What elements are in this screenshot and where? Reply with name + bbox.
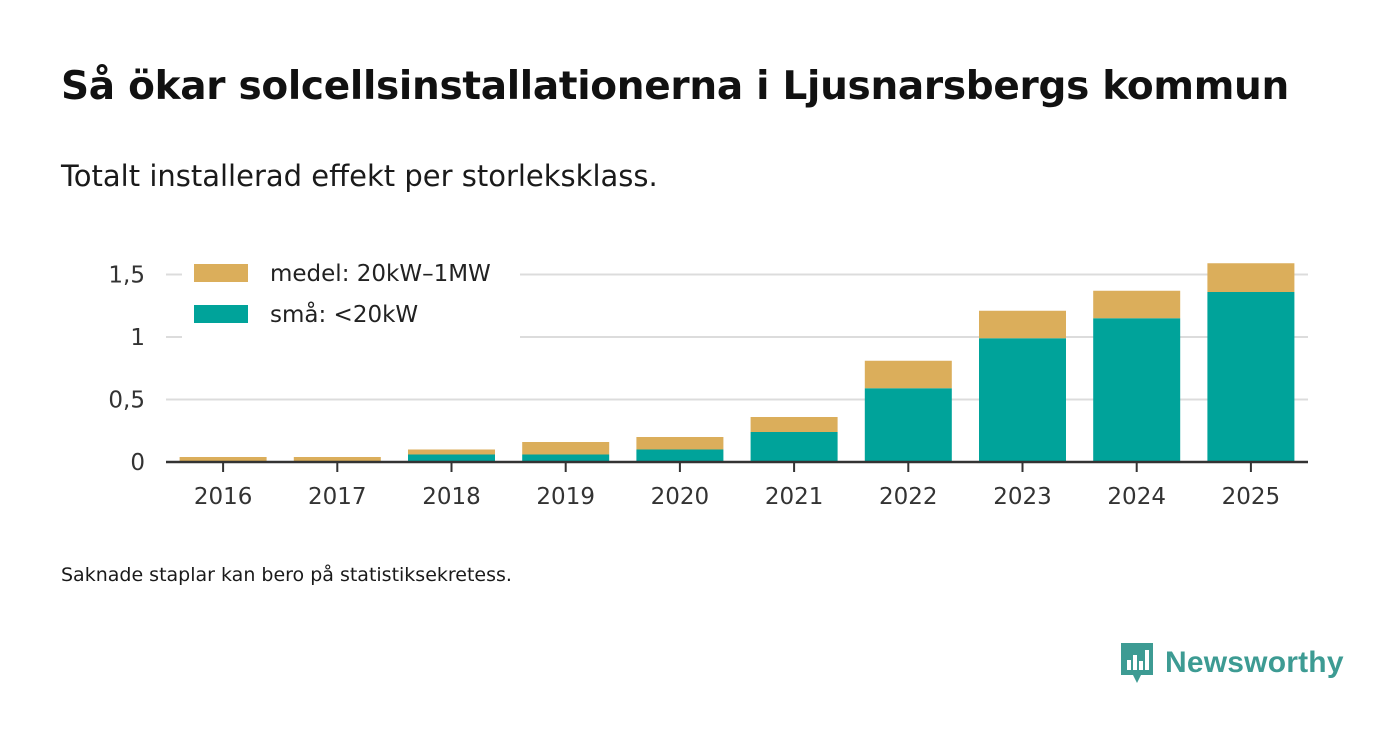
bar-medel-2021 (750, 417, 838, 432)
bars (179, 263, 1295, 462)
x-tick-label: 2025 (1222, 484, 1281, 510)
bar-medel-2025 (1207, 263, 1295, 292)
x-tick-label: 2022 (879, 484, 938, 510)
x-tick-label: 2017 (308, 484, 367, 510)
bar-medel-2019 (522, 442, 610, 455)
x-axis: 2016 2017 2018 2019 2020 2021 2022 2023 2024 2025 (166, 460, 1308, 510)
x-tick-label: 2019 (536, 484, 595, 510)
chart-title: Så ökar solcellsinstallationerna i Ljusn… (61, 64, 1289, 109)
legend-label: små: <20kW (270, 300, 418, 328)
y-tick-label: 0 (130, 450, 145, 476)
legend-swatch (194, 264, 248, 282)
bar-medel-2024 (1093, 290, 1181, 319)
bar-sma-2022 (864, 388, 952, 462)
bar-medel-2017 (293, 457, 381, 462)
chart-area: 0 0,5 1 1,5 2016 2017 2018 2019 2020 2021 2022 202… (108, 252, 1308, 510)
brand-logo[interactable]: Newsworthy (1119, 641, 1344, 685)
bar-sma-2021 (750, 432, 838, 462)
footnote: Saknade staplar kan bero på statistiksek… (61, 564, 512, 586)
bar-medel-2022 (864, 360, 952, 389)
legend: medel: 20kW–1MW små: <20kW (182, 252, 520, 340)
newsworthy-logo-icon (1121, 643, 1153, 683)
x-tick-label: 2016 (194, 484, 253, 510)
bar-sma-2019 (522, 454, 610, 462)
bar-sma-2018 (408, 454, 495, 462)
y-tick-label: 0,5 (108, 388, 145, 414)
legend-label: medel: 20kW–1MW (270, 261, 491, 287)
y-tick-label: 1,5 (108, 263, 145, 289)
x-tick-label: 2018 (422, 484, 481, 510)
bar-medel-2016 (179, 457, 267, 462)
legend-swatch (194, 305, 248, 323)
bar-medel-2020 (636, 437, 724, 450)
x-tick-label: 2020 (651, 484, 710, 510)
bar-medel-2018 (408, 449, 495, 455)
brand-name: Newsworthy (1165, 646, 1344, 679)
bar-sma-2020 (636, 449, 724, 462)
bar-sma-2023 (979, 338, 1066, 462)
chart-subtitle: Totalt installerad effekt per storlekskl… (61, 159, 658, 193)
x-tick-label: 2023 (993, 484, 1052, 510)
x-tick-label: 2024 (1107, 484, 1166, 510)
bar-medel-2023 (979, 310, 1066, 339)
y-tick-label: 1 (130, 325, 145, 351)
bar-sma-2024 (1093, 318, 1181, 462)
x-tick-label: 2021 (765, 484, 824, 510)
bar-sma-2025 (1207, 292, 1295, 462)
